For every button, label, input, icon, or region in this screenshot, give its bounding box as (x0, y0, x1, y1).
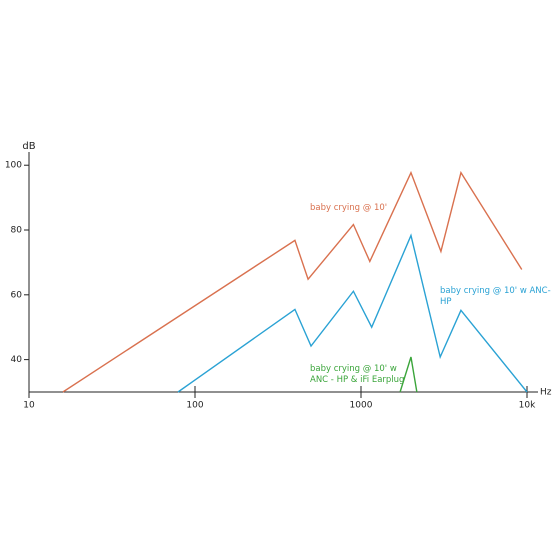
x-tick-label: 10k (519, 401, 536, 411)
y-tick-label: 60 (11, 290, 23, 300)
series-line (399, 356, 418, 393)
series-line (62, 170, 523, 393)
y-axis-label: dB (22, 141, 35, 152)
series-label: baby crying @ 10' (310, 203, 388, 213)
x-axis-label: Hz (540, 388, 552, 398)
x-tick-label: 10 (23, 401, 35, 411)
series-label: baby crying @ 10' w ANC-HP (440, 286, 551, 307)
series-line (177, 233, 528, 393)
y-tick-label: 80 (11, 226, 23, 236)
x-tick-label: 1000 (350, 401, 373, 411)
y-tick-label: 100 (5, 161, 22, 171)
series-label: baby crying @ 10' w ANC - HP & iFi Earpl… (310, 364, 405, 385)
y-tick-label: 40 (11, 355, 23, 365)
x-tick-label: 100 (186, 401, 203, 411)
